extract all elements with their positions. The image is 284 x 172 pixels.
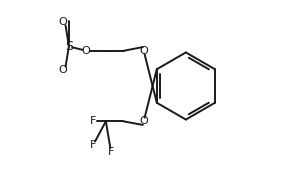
Text: S: S <box>65 40 73 53</box>
Text: F: F <box>90 116 96 126</box>
Text: O: O <box>139 116 148 126</box>
Text: O: O <box>58 17 67 27</box>
Text: F: F <box>90 140 96 150</box>
Text: O: O <box>139 46 148 56</box>
Text: F: F <box>108 147 114 157</box>
Text: O: O <box>82 46 91 56</box>
Text: O: O <box>58 65 67 75</box>
